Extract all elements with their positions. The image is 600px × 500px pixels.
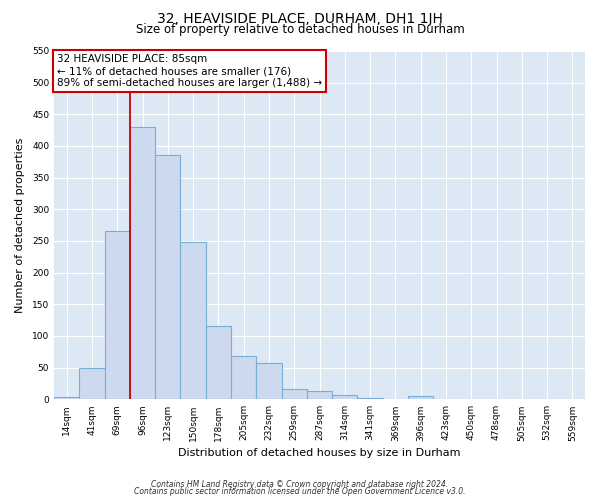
Bar xyxy=(181,242,206,400)
Bar xyxy=(155,156,181,400)
Text: 32, HEAVISIDE PLACE, DURHAM, DH1 1JH: 32, HEAVISIDE PLACE, DURHAM, DH1 1JH xyxy=(157,12,443,26)
Bar xyxy=(206,326,231,400)
X-axis label: Distribution of detached houses by size in Durham: Distribution of detached houses by size … xyxy=(178,448,461,458)
Bar xyxy=(231,356,256,400)
Text: Size of property relative to detached houses in Durham: Size of property relative to detached ho… xyxy=(136,22,464,36)
Bar xyxy=(307,391,332,400)
Bar xyxy=(484,398,509,400)
Bar xyxy=(79,368,104,400)
Bar xyxy=(104,232,130,400)
Bar xyxy=(54,398,79,400)
Bar xyxy=(332,395,358,400)
Y-axis label: Number of detached properties: Number of detached properties xyxy=(15,138,25,313)
Bar xyxy=(560,398,585,400)
Bar xyxy=(256,362,281,400)
Bar xyxy=(281,388,307,400)
Bar xyxy=(130,127,155,400)
Text: 32 HEAVISIDE PLACE: 85sqm
← 11% of detached houses are smaller (176)
89% of semi: 32 HEAVISIDE PLACE: 85sqm ← 11% of detac… xyxy=(57,54,322,88)
Bar xyxy=(358,398,383,400)
Bar xyxy=(408,396,433,400)
Text: Contains HM Land Registry data © Crown copyright and database right 2024.: Contains HM Land Registry data © Crown c… xyxy=(151,480,449,489)
Text: Contains public sector information licensed under the Open Government Licence v3: Contains public sector information licen… xyxy=(134,487,466,496)
